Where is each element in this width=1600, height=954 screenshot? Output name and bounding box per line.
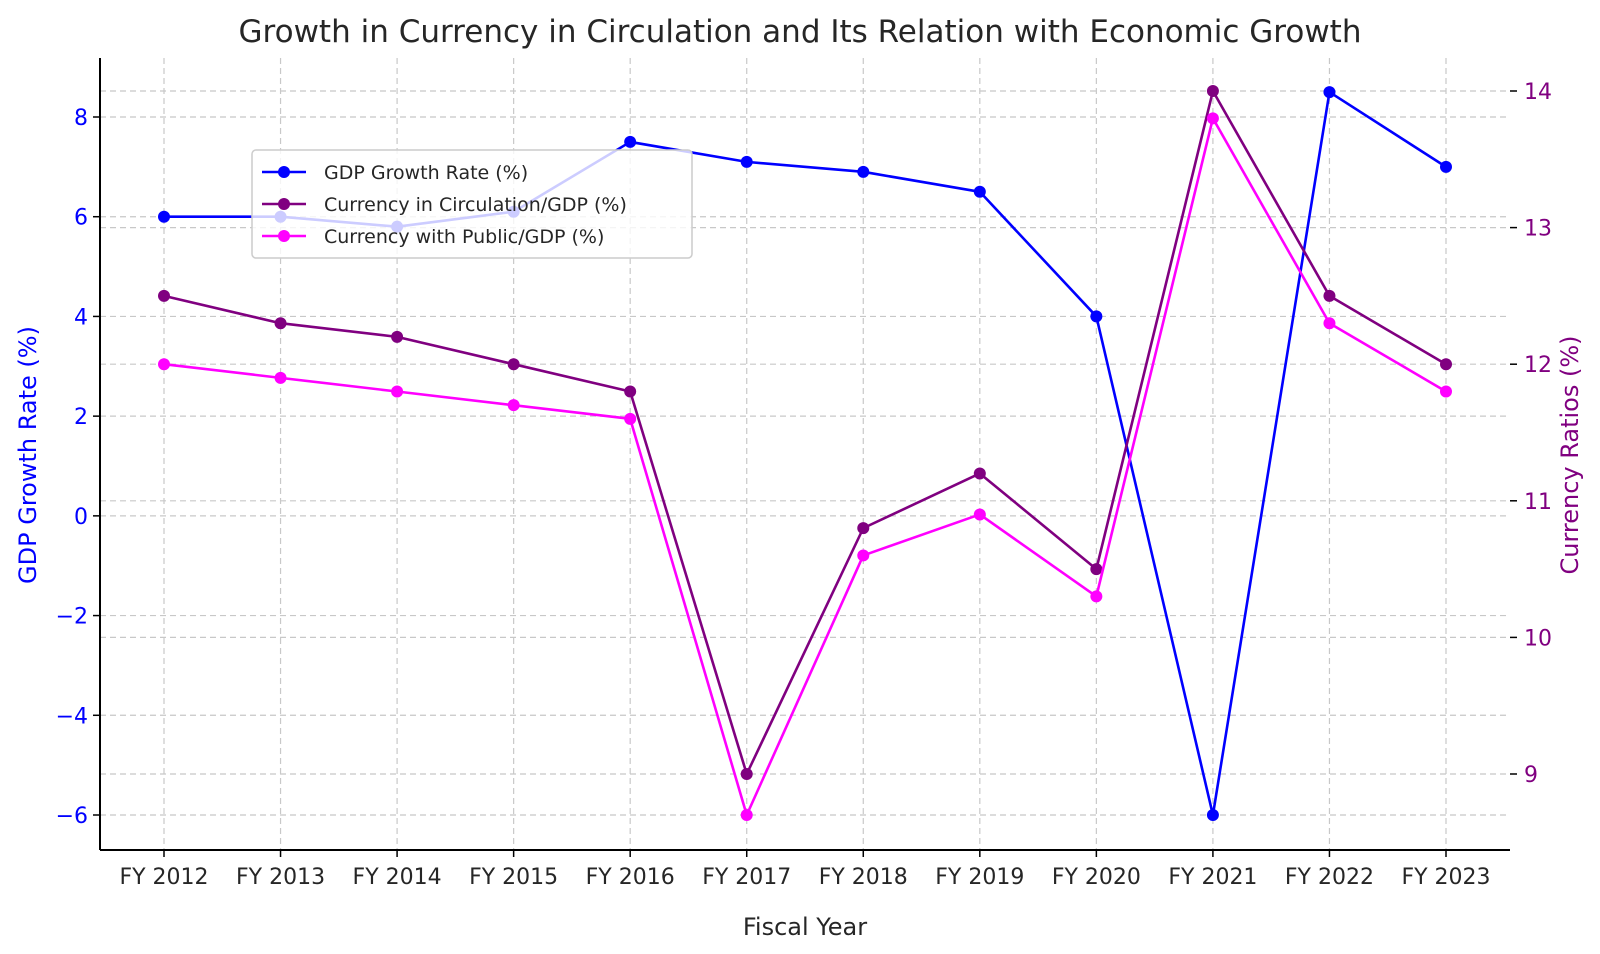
data-point <box>740 768 753 780</box>
data-point <box>274 317 287 330</box>
left-y-axis-label: GDP Growth Rate (%) <box>14 326 42 584</box>
data-point <box>624 385 637 398</box>
right-tick-label: 9 <box>1524 763 1538 788</box>
right-y-axis: 9 10 11 12 13 14 <box>1510 80 1552 788</box>
right-tick-label: 12 <box>1524 353 1552 378</box>
left-tick-label: −6 <box>56 804 88 829</box>
data-point <box>274 371 287 384</box>
legend-item: Currency with Public/GDP (%) <box>262 226 604 248</box>
data-point <box>1440 160 1452 173</box>
legend-label: Currency with Public/GDP (%) <box>324 226 604 248</box>
data-point <box>857 522 870 535</box>
left-tick-label: −2 <box>56 605 88 630</box>
data-point <box>158 210 170 223</box>
data-point <box>391 385 404 398</box>
x-tick-label: FY 2015 <box>469 865 558 890</box>
data-point <box>740 155 753 168</box>
data-point <box>1206 112 1219 125</box>
data-point <box>507 399 520 412</box>
chart-title: Growth in Currency in Circulation and It… <box>239 14 1362 50</box>
x-tick-label: FY 2022 <box>1285 865 1374 890</box>
data-point <box>973 508 986 521</box>
data-point <box>624 412 637 425</box>
legend: GDP Growth Rate (%) Currency in Circulati… <box>251 149 693 259</box>
data-point <box>1440 358 1452 371</box>
legend-marker-icon <box>278 198 290 210</box>
data-point <box>391 330 404 343</box>
right-tick-label: 11 <box>1524 490 1552 515</box>
data-point <box>1090 563 1103 576</box>
data-point <box>1323 289 1336 302</box>
data-point <box>973 467 986 480</box>
x-axis-label: Fiscal Year <box>743 913 867 941</box>
series-2 <box>158 112 1452 821</box>
data-point <box>740 808 753 821</box>
left-tick-label: 6 <box>74 206 88 231</box>
data-point <box>1440 385 1452 398</box>
x-tick-label: FY 2023 <box>1401 865 1490 890</box>
data-point <box>507 358 520 371</box>
right-y-axis-label: Currency Ratios (%) <box>1556 335 1584 574</box>
legend-item: Currency in Circulation/GDP (%) <box>262 194 627 216</box>
x-tick-label: FY 2014 <box>353 865 442 890</box>
legend-marker-icon <box>278 166 290 178</box>
series-line <box>163 117 1447 817</box>
legend-item: GDP Growth Rate (%) <box>262 162 528 184</box>
x-tick-label: FY 2017 <box>702 865 791 890</box>
data-point <box>857 549 870 562</box>
data-point <box>973 185 986 198</box>
right-tick-label: 14 <box>1524 80 1552 105</box>
data-point <box>158 358 170 371</box>
series-line <box>163 89 1447 776</box>
x-axis: FY 2012 FY 2013 FY 2014 FY 2015 FY 2016 FY 20… <box>119 850 1491 890</box>
left-y-axis: −6 −4 −2 0 2 4 6 8 <box>56 106 100 829</box>
left-tick-label: 8 <box>74 106 88 131</box>
x-tick-label: FY 2019 <box>935 865 1024 890</box>
data-point <box>624 135 637 148</box>
x-tick-label: FY 2013 <box>236 865 325 890</box>
x-tick-label: FY 2018 <box>819 865 908 890</box>
x-tick-label: FY 2016 <box>586 865 675 890</box>
grid-left <box>100 116 1510 816</box>
right-tick-label: 10 <box>1524 626 1552 651</box>
data-point <box>1090 310 1103 323</box>
legend-label: Currency in Circulation/GDP (%) <box>324 194 627 216</box>
data-point <box>857 165 870 178</box>
data-point <box>1323 86 1336 99</box>
legend-marker-icon <box>278 230 290 242</box>
data-point <box>158 289 170 302</box>
left-tick-label: −4 <box>56 704 88 729</box>
data-point <box>1090 590 1103 603</box>
left-tick-label: 0 <box>74 505 88 530</box>
left-tick-label: 4 <box>74 305 88 330</box>
left-tick-label: 2 <box>74 405 88 430</box>
x-tick-label: FY 2021 <box>1168 865 1257 890</box>
legend-label: GDP Growth Rate (%) <box>324 162 528 184</box>
legend-box <box>251 149 693 259</box>
data-point <box>1206 85 1219 97</box>
x-tick-label: FY 2012 <box>119 865 208 890</box>
series-1 <box>158 85 1452 780</box>
data-point <box>1323 317 1336 330</box>
data-point <box>1206 809 1219 821</box>
x-tick-label: FY 2020 <box>1052 865 1141 890</box>
right-tick-label: 13 <box>1524 217 1552 242</box>
